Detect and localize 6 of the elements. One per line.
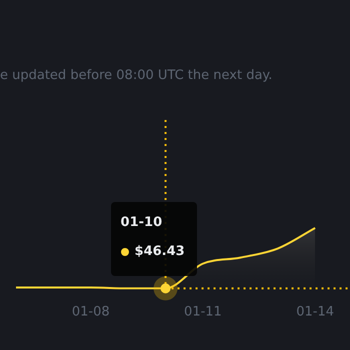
annotation: $46.43 <box>134 244 185 259</box>
x-tick-label: 01-08 <box>72 304 110 320</box>
annotation: 01-10 <box>120 215 164 230</box>
chart-subtitle: e updated before 08:00 UTC the next day. <box>0 68 272 83</box>
x-tick-label: 01-14 <box>296 304 334 320</box>
x-tick-label: 01-11 <box>184 304 222 320</box>
